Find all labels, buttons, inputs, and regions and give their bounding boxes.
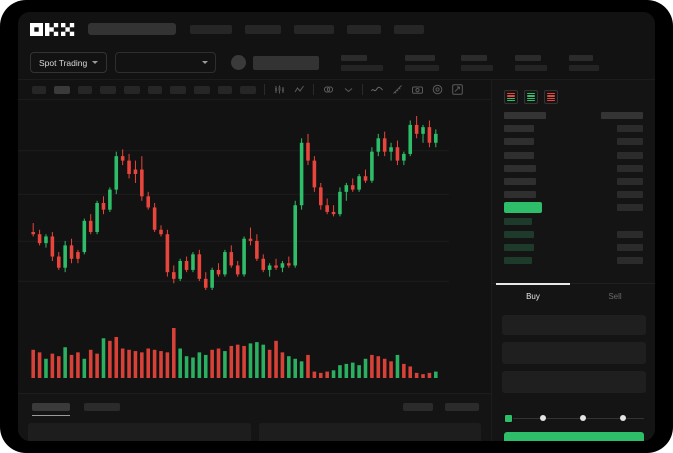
- primary-nav: [190, 24, 424, 34]
- nav-item-3[interactable]: [294, 24, 334, 34]
- toolbar-divider: [362, 84, 363, 95]
- tab-buy-label: Buy: [526, 292, 540, 301]
- chevron-down-icon: [92, 61, 99, 64]
- stat-volume-24h: [569, 54, 600, 71]
- orderbook-ask-row[interactable]: [504, 137, 643, 146]
- orderbook-ask-row[interactable]: [504, 164, 643, 173]
- orders-actions: [403, 403, 479, 411]
- timeframe-7[interactable]: [170, 85, 186, 94]
- candlestick-svg: [18, 116, 449, 378]
- order-history-tab[interactable]: [84, 403, 120, 411]
- bottom-action-1[interactable]: [403, 403, 433, 411]
- last-price-group: [231, 55, 320, 70]
- orderbook-asks-icon[interactable]: [544, 90, 558, 104]
- chevron-down-icon: [202, 61, 209, 64]
- tab-sell[interactable]: Sell: [574, 284, 655, 309]
- tab-buy[interactable]: Buy: [492, 283, 574, 309]
- stat-last-price: [341, 54, 384, 71]
- orderbook-bid-row[interactable]: [504, 217, 643, 226]
- camera-icon[interactable]: [411, 84, 423, 96]
- market-type-label: Spot Trading: [39, 57, 88, 68]
- bottom-card-2[interactable]: [259, 423, 481, 441]
- orderbook-ask-row[interactable]: [504, 151, 643, 160]
- trading-pair-dropdown[interactable]: [115, 52, 217, 73]
- settings-icon[interactable]: [431, 84, 443, 96]
- screen: Spot Trading: [18, 12, 655, 441]
- compare-icon[interactable]: [322, 84, 334, 96]
- slider-track: [508, 418, 644, 419]
- coin-icon: [231, 55, 247, 70]
- stat-low-24h: [515, 54, 548, 71]
- toolbar-divider: [264, 84, 265, 95]
- orderbook-header-row: [504, 111, 643, 120]
- indicators-icon[interactable]: [293, 84, 305, 96]
- timeframe-2[interactable]: [54, 85, 70, 94]
- top-navigation-bar: [18, 12, 655, 46]
- orders-content: [18, 411, 491, 441]
- order-type-field[interactable]: [502, 315, 646, 335]
- slider-step-3[interactable]: [580, 415, 586, 421]
- chevron-down-icon[interactable]: [342, 84, 354, 96]
- toolbar-divider: [313, 84, 314, 95]
- order-panel: Buy Sell: [491, 80, 655, 441]
- chart-toolbar: [18, 80, 491, 100]
- stat-change-24h: [405, 54, 440, 71]
- buy-sell-tabs: Buy Sell: [492, 283, 655, 309]
- timeframe-4[interactable]: [100, 85, 116, 94]
- orderbook-ask-row[interactable]: [504, 124, 643, 133]
- orderbook-view-toggles: [492, 80, 655, 111]
- orderbook-ask-row[interactable]: [504, 190, 643, 199]
- timeframe-3[interactable]: [78, 85, 92, 94]
- stat-high-24h: [461, 54, 494, 71]
- market-stats: [341, 54, 600, 71]
- timeframe-9[interactable]: [218, 85, 232, 94]
- orderbook-bid-row[interactable]: [504, 256, 643, 265]
- slider-step-4[interactable]: [620, 415, 626, 421]
- ruler-icon[interactable]: [391, 84, 403, 96]
- price-field[interactable]: [502, 342, 646, 364]
- orders-panel: [18, 393, 491, 441]
- amount-field[interactable]: [502, 371, 646, 393]
- orderbook-ask-row[interactable]: [504, 177, 643, 186]
- nav-item-1[interactable]: [190, 24, 232, 34]
- candlestick-icon[interactable]: [273, 84, 285, 96]
- market-type-dropdown[interactable]: Spot Trading: [30, 52, 108, 73]
- okx-logo[interactable]: [30, 22, 76, 36]
- timeframe-5[interactable]: [124, 85, 140, 94]
- line-chart-icon[interactable]: [371, 84, 383, 96]
- nav-item-5[interactable]: [394, 24, 424, 34]
- fullscreen-icon[interactable]: [451, 84, 463, 96]
- timeframe-6[interactable]: [148, 85, 162, 94]
- amount-percent-slider[interactable]: [504, 413, 644, 425]
- last-price-value: [253, 55, 320, 70]
- orderbook-bid-row[interactable]: [504, 230, 643, 239]
- timeframe-8[interactable]: [194, 85, 210, 94]
- orderbook-rows[interactable]: [492, 111, 655, 265]
- tab-sell-label: Sell: [608, 292, 622, 301]
- price-chart[interactable]: [18, 100, 491, 393]
- orderbook-bids-icon[interactable]: [524, 90, 538, 104]
- orders-tabs: [18, 394, 491, 416]
- nav-item-4[interactable]: [347, 24, 381, 34]
- orderbook-bid-row[interactable]: [504, 243, 643, 252]
- open-orders-tab[interactable]: [32, 403, 70, 416]
- bottom-action-2[interactable]: [445, 403, 479, 411]
- slider-handle[interactable]: [504, 414, 513, 423]
- bottom-card-1[interactable]: [28, 423, 251, 441]
- market-ticker-bar: Spot Trading: [18, 46, 655, 80]
- timeframe-10[interactable]: [240, 85, 256, 94]
- slider-step-2[interactable]: [540, 415, 546, 421]
- orderbook-spread-row[interactable]: [504, 202, 643, 214]
- timeframe-1[interactable]: [32, 85, 46, 94]
- order-entry-form: [492, 309, 655, 400]
- nav-item-2[interactable]: [245, 24, 281, 34]
- global-search-input[interactable]: [88, 23, 176, 35]
- orderbook-both-icon[interactable]: [504, 90, 518, 104]
- submit-order-button[interactable]: [504, 432, 644, 441]
